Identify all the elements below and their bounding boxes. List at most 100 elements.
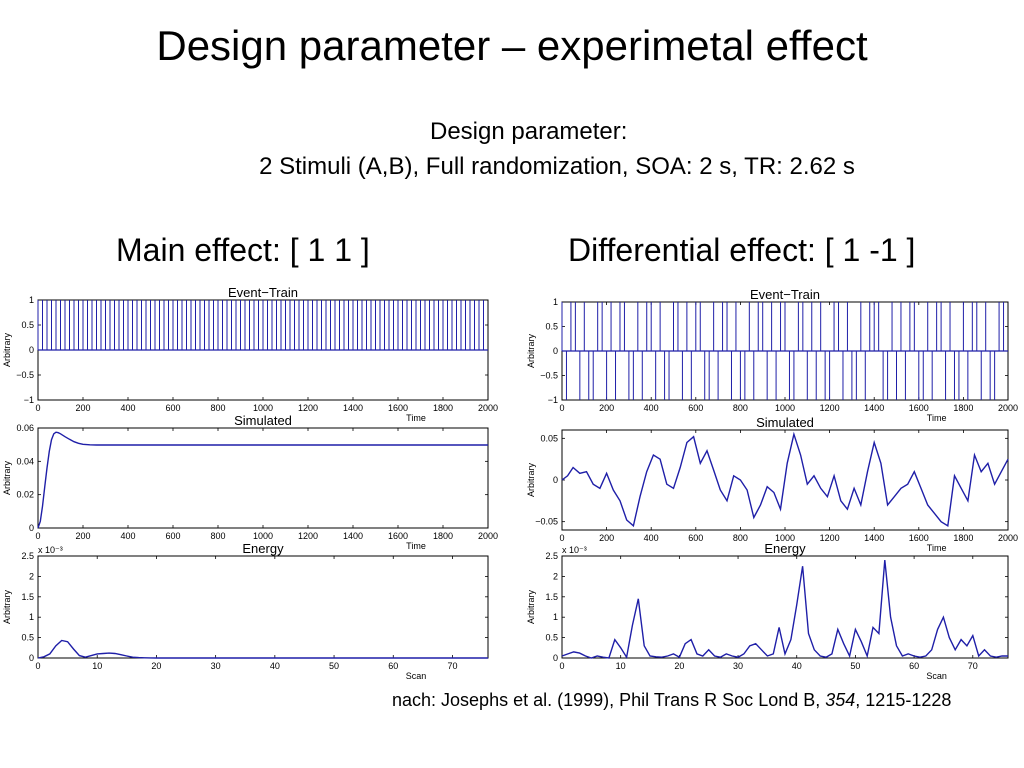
- x-tick-label: 1200: [820, 403, 840, 413]
- y-tick-label: −0.5: [540, 371, 558, 381]
- y-axis-label: Arbitrary: [2, 590, 12, 625]
- x-tick-label: 1600: [388, 403, 408, 413]
- plot-frame: [37, 555, 489, 659]
- x-tick-label: 2000: [998, 533, 1018, 543]
- x-tick-label: 600: [688, 533, 703, 543]
- slide-title: Design parameter – experimetal effect: [156, 22, 868, 69]
- y-tick-label: 1: [29, 612, 34, 622]
- plot-title: Energy: [242, 541, 284, 556]
- citation-volume: 354: [825, 690, 856, 710]
- y-tick-label: 2.5: [21, 551, 34, 561]
- x-tick-label: 1200: [298, 403, 318, 413]
- y-tick-label: 0: [29, 653, 34, 663]
- x-tick-label: 1200: [298, 531, 318, 541]
- x-tick-label: 1400: [343, 531, 363, 541]
- x-tick-label: 1800: [433, 531, 453, 541]
- x-axis-label: Time: [927, 413, 947, 423]
- x-tick-label: 0: [559, 403, 564, 413]
- x-tick-label: 0: [35, 531, 40, 541]
- y-tick-label: 1: [553, 612, 558, 622]
- y-tick-label: −1: [24, 395, 34, 405]
- x-tick-label: 0: [559, 533, 564, 543]
- x-tick-label: 1600: [388, 531, 408, 541]
- plot-title: Simulated: [756, 415, 814, 430]
- diff-simulated-plot: 0 200 400 600 800 1000 1200 1400 1600 1800 2000 −0.…: [526, 415, 1018, 553]
- x-tick-label: 1000: [775, 403, 795, 413]
- x-tick-label: 800: [733, 403, 748, 413]
- x-tick-label: 0: [35, 403, 40, 413]
- x-tick-label: 20: [151, 661, 161, 671]
- x-tick-label: 800: [733, 533, 748, 543]
- x-tick-label: 20: [674, 661, 684, 671]
- y-tick-label: −0.5: [16, 370, 34, 380]
- x-tick-label: 60: [388, 661, 398, 671]
- series-line: [37, 639, 488, 659]
- x-tick-label: 600: [688, 403, 703, 413]
- x-axis-label: Time: [406, 541, 426, 551]
- plot-title: Event−Train: [750, 287, 820, 302]
- x-tick-label: 60: [909, 661, 919, 671]
- y-tick-label: 0: [553, 346, 558, 356]
- x-tick-label: 800: [210, 403, 225, 413]
- y-tick-label: −1: [548, 395, 558, 405]
- x-tick-label: 400: [120, 403, 135, 413]
- citation: nach: Josephs et al. (1999), Phil Trans …: [392, 690, 951, 711]
- main-energy-plot: 0 10 20 30 40 50 60 70 0 0.5 1 1.5 2 2.5 Energy Scan Arb…: [2, 541, 489, 681]
- y-tick-label: 0: [29, 523, 34, 533]
- diff-energy-plot: 0 10 20 30 40 50 60 70 0 0.5 1 1.5 2 2.5 Energy Scan Arb…: [526, 541, 1009, 681]
- x-tick-label: 600: [165, 403, 180, 413]
- series-line: [561, 431, 1009, 528]
- x-tick-label: 1000: [253, 531, 273, 541]
- y-tick-label: 0: [553, 475, 558, 485]
- y-tick-label: 0.05: [540, 433, 558, 443]
- y-tick-label: 2: [553, 571, 558, 581]
- citation-suffix: , 1215-1228: [855, 690, 952, 710]
- x-tick-label: 1000: [253, 403, 273, 413]
- x-tick-label: 200: [599, 403, 614, 413]
- y-tick-label: 0.04: [16, 456, 34, 466]
- x-tick-label: 10: [616, 661, 626, 671]
- plot-frame: [37, 427, 489, 529]
- x-tick-label: 1400: [864, 403, 884, 413]
- x-axis-label: Time: [406, 413, 426, 423]
- y-tick-label: 0.06: [16, 423, 34, 433]
- y-tick-label: 2.5: [545, 551, 558, 561]
- x-tick-label: 50: [850, 661, 860, 671]
- y-tick-label: 1: [553, 297, 558, 307]
- y-tick-label: 0: [553, 653, 558, 663]
- y-tick-label: 2: [29, 571, 34, 581]
- y-tick-label: 0.5: [21, 320, 34, 330]
- y-axis-label: Arbitrary: [526, 463, 536, 498]
- y-tick-label: 0.02: [16, 490, 34, 500]
- x-tick-label: 1000: [775, 533, 795, 543]
- x-tick-label: 400: [644, 533, 659, 543]
- y-tick-label: −0.05: [535, 517, 558, 527]
- y-tick-label: 0.5: [545, 633, 558, 643]
- x-tick-label: 1800: [953, 403, 973, 413]
- plot-title: Simulated: [234, 413, 292, 428]
- series-line: [561, 560, 1008, 660]
- x-tick-label: 1200: [820, 533, 840, 543]
- x-tick-label: 30: [733, 661, 743, 671]
- x-tick-label: 1400: [343, 403, 363, 413]
- y-axis-label: Arbitrary: [2, 333, 12, 368]
- x-tick-label: 800: [210, 531, 225, 541]
- x-tick-label: 40: [270, 661, 280, 671]
- y-exponent-label: x 10⁻³: [562, 545, 587, 555]
- series-line: [37, 431, 488, 529]
- x-tick-label: 2000: [998, 403, 1018, 413]
- x-tick-label: 1400: [864, 533, 884, 543]
- x-tick-label: 2000: [478, 531, 498, 541]
- x-tick-label: 200: [75, 531, 90, 541]
- x-tick-label: 1800: [433, 403, 453, 413]
- x-tick-label: 70: [447, 661, 457, 671]
- y-axis-label: Arbitrary: [526, 334, 536, 369]
- y-axis-label: Arbitrary: [526, 590, 536, 625]
- differential-effect-label: Differential effect: [ 1 -1 ]: [568, 232, 916, 268]
- plot-title: Energy: [764, 541, 806, 556]
- x-tick-label: 400: [644, 403, 659, 413]
- x-tick-label: 600: [165, 531, 180, 541]
- x-axis-label: Scan: [406, 671, 427, 681]
- main-effect-label: Main effect: [ 1 1 ]: [116, 232, 370, 268]
